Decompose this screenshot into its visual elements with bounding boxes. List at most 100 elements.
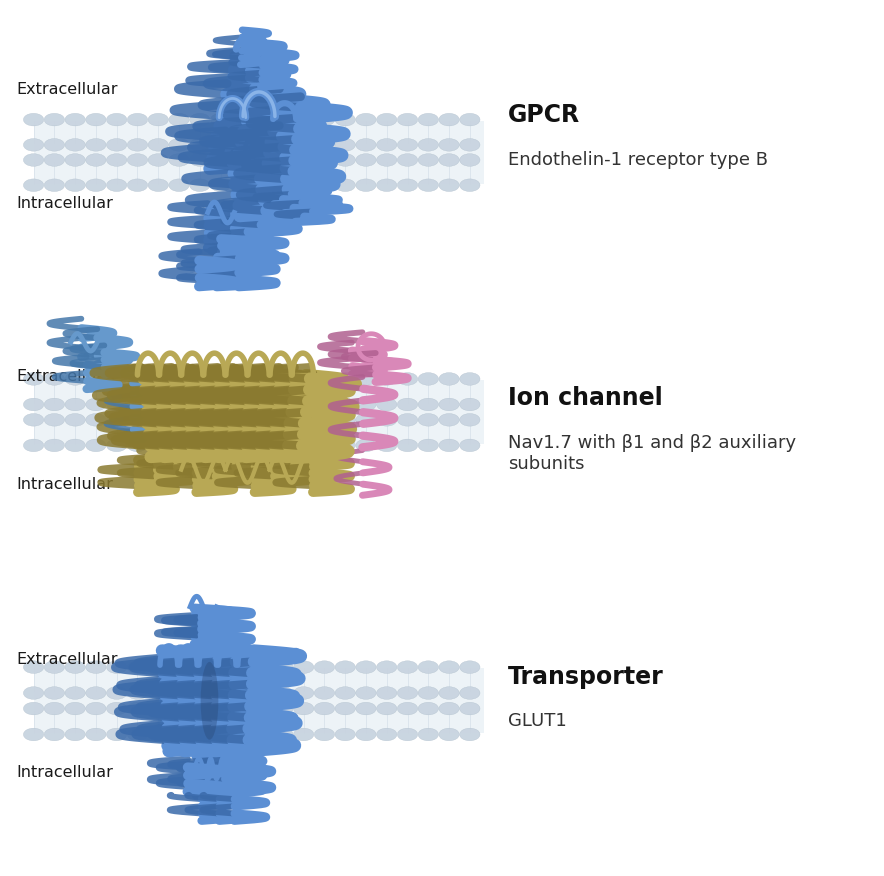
Ellipse shape [438,372,460,385]
Ellipse shape [293,687,314,699]
Ellipse shape [210,399,231,411]
Ellipse shape [210,113,231,126]
Ellipse shape [355,413,377,426]
Ellipse shape [23,439,44,452]
Ellipse shape [397,439,418,452]
Ellipse shape [460,372,480,385]
Ellipse shape [293,153,314,166]
Ellipse shape [438,661,460,674]
Ellipse shape [315,728,334,741]
Text: Extracellular: Extracellular [16,369,118,385]
Ellipse shape [127,687,148,699]
Ellipse shape [44,372,65,385]
Ellipse shape [107,439,127,452]
Ellipse shape [438,439,460,452]
Ellipse shape [418,661,438,674]
Ellipse shape [397,661,418,674]
Ellipse shape [65,687,85,699]
Bar [34,380,484,444]
Ellipse shape [397,372,418,385]
Ellipse shape [65,113,85,126]
Ellipse shape [189,413,210,426]
Ellipse shape [315,687,334,699]
Ellipse shape [397,399,418,411]
Ellipse shape [169,687,189,699]
Ellipse shape [107,661,127,674]
Ellipse shape [44,439,65,452]
Text: Extracellular: Extracellular [16,652,118,668]
Ellipse shape [355,439,377,452]
Ellipse shape [355,179,377,192]
Ellipse shape [252,687,272,699]
Ellipse shape [460,113,480,126]
Ellipse shape [293,728,314,741]
Ellipse shape [86,661,106,674]
Ellipse shape [210,661,231,674]
Ellipse shape [127,138,148,152]
Ellipse shape [169,138,189,152]
Ellipse shape [86,439,106,452]
Ellipse shape [23,661,44,674]
Ellipse shape [86,687,106,699]
Ellipse shape [315,703,334,715]
Ellipse shape [23,703,44,715]
Ellipse shape [189,113,210,126]
Ellipse shape [355,703,377,715]
Ellipse shape [107,372,127,385]
Ellipse shape [189,703,210,715]
Ellipse shape [355,113,377,126]
Ellipse shape [232,413,251,426]
Ellipse shape [169,113,189,126]
Ellipse shape [293,703,314,715]
Ellipse shape [377,728,397,741]
Text: Extracellular: Extracellular [16,81,118,97]
Ellipse shape [397,703,418,715]
Ellipse shape [149,113,169,126]
Ellipse shape [232,728,251,741]
Ellipse shape [418,138,438,152]
Ellipse shape [315,661,334,674]
Ellipse shape [107,179,127,192]
Ellipse shape [23,413,44,426]
Ellipse shape [232,439,251,452]
Ellipse shape [44,138,65,152]
Ellipse shape [397,153,418,166]
Ellipse shape [149,399,169,411]
Ellipse shape [315,113,334,126]
Ellipse shape [335,703,355,715]
Ellipse shape [127,113,148,126]
Ellipse shape [272,687,293,699]
Ellipse shape [377,138,397,152]
Ellipse shape [169,399,189,411]
Ellipse shape [44,413,65,426]
Ellipse shape [377,179,397,192]
Ellipse shape [252,113,272,126]
Ellipse shape [418,687,438,699]
Ellipse shape [107,687,127,699]
Ellipse shape [418,703,438,715]
Ellipse shape [293,179,314,192]
Ellipse shape [127,728,148,741]
Ellipse shape [149,179,169,192]
Ellipse shape [44,399,65,411]
Ellipse shape [210,687,231,699]
Ellipse shape [377,399,397,411]
Ellipse shape [65,372,85,385]
Ellipse shape [107,138,127,152]
Ellipse shape [149,703,169,715]
Text: Intracellular: Intracellular [16,477,113,492]
Ellipse shape [335,372,355,385]
Ellipse shape [438,138,460,152]
Ellipse shape [210,372,231,385]
Ellipse shape [210,439,231,452]
Ellipse shape [438,687,460,699]
Ellipse shape [232,399,251,411]
Ellipse shape [65,138,85,152]
Ellipse shape [127,439,148,452]
Ellipse shape [272,728,293,741]
Ellipse shape [107,153,127,166]
Ellipse shape [232,153,251,166]
Ellipse shape [127,372,148,385]
Ellipse shape [355,661,377,674]
Ellipse shape [65,153,85,166]
